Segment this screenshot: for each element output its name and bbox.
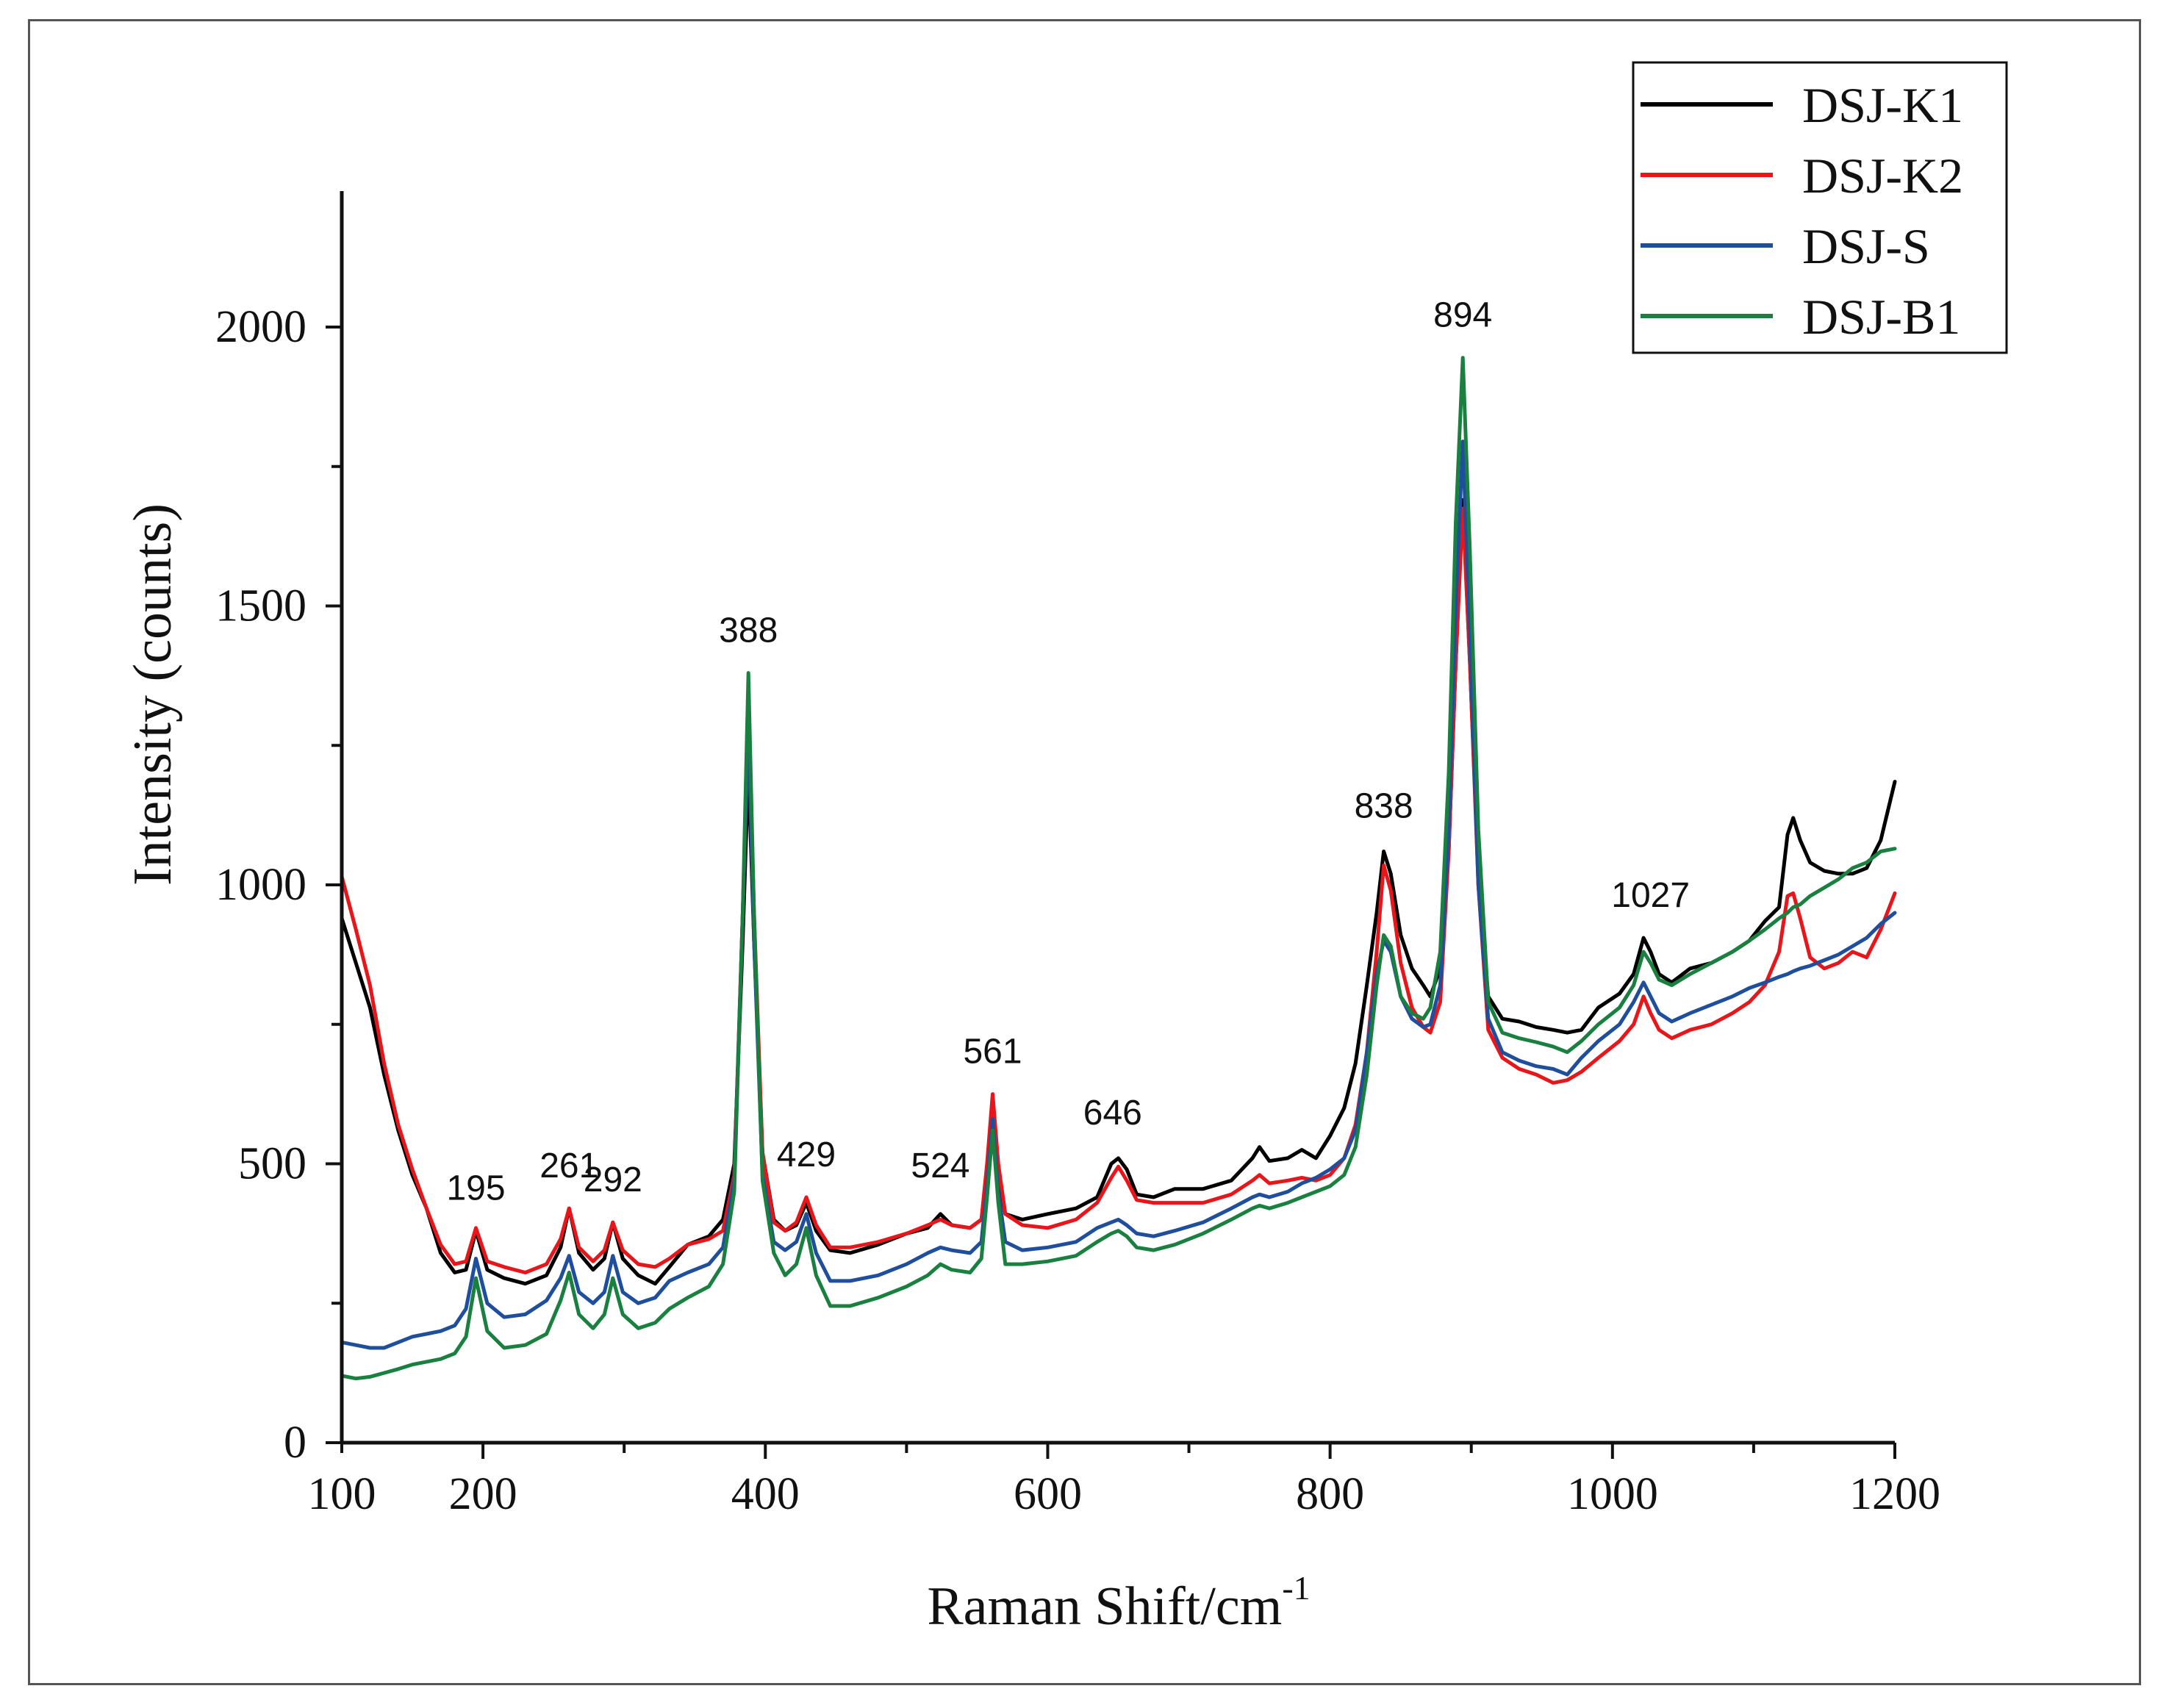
x-tick-label: 100 [308,1469,376,1519]
x-tick-label: 1000 [1567,1469,1658,1519]
x-tick-label: 600 [1014,1469,1082,1519]
axes: 100 200 400 600 800 1000 1200 0 500 1000 1500 2000 R… [123,191,1940,1637]
y-tick-label: 0 [284,1418,306,1468]
peak-label: 561 [963,1033,1022,1072]
legend-label: DSJ-K2 [1802,148,1963,204]
x-axis-title-superscript: -1 [1282,1569,1310,1607]
x-tick-label: 800 [1296,1469,1364,1519]
legend-box [1632,61,2008,354]
series-layer [340,356,1897,1381]
peak-label: 195 [446,1169,505,1208]
x-axis-title: Raman Shift/cm-1 [927,1569,1310,1637]
series-line-dsj-k1 [340,498,1897,1286]
legend-label: DSJ-K1 [1802,77,1963,133]
y-tick-label: 1500 [215,581,306,631]
peak-label: 261 [539,1147,598,1185]
peak-label: 894 [1433,296,1492,335]
y-axis-title: Intensity (counts) [123,503,183,886]
x-tick-label: 200 [449,1469,517,1519]
x-tick-label: 400 [731,1469,800,1519]
legend: DSJ-K1 DSJ-K2 DSJ-S DSJ-B1 [1632,61,2008,354]
peak-label: 838 [1355,787,1413,826]
legend-label: DSJ-S [1802,218,1930,274]
y-tick-label: 1000 [215,860,306,910]
series-line-dsj-s [340,439,1897,1350]
series-line-dsj-k2 [340,506,1897,1274]
legend-label: DSJ-B1 [1802,289,1960,345]
peak-label: 292 [584,1160,642,1199]
peak-label: 388 [719,611,778,650]
peak-label: 646 [1083,1094,1142,1133]
peak-label: 1027 [1611,876,1690,915]
peak-label: 429 [777,1135,836,1174]
y-tick-label: 500 [238,1139,306,1189]
y-tick-label: 2000 [215,302,306,352]
x-tick-label: 1200 [1849,1469,1940,1519]
peak-label: 524 [911,1147,969,1185]
series-line-dsj-b1 [340,356,1897,1381]
